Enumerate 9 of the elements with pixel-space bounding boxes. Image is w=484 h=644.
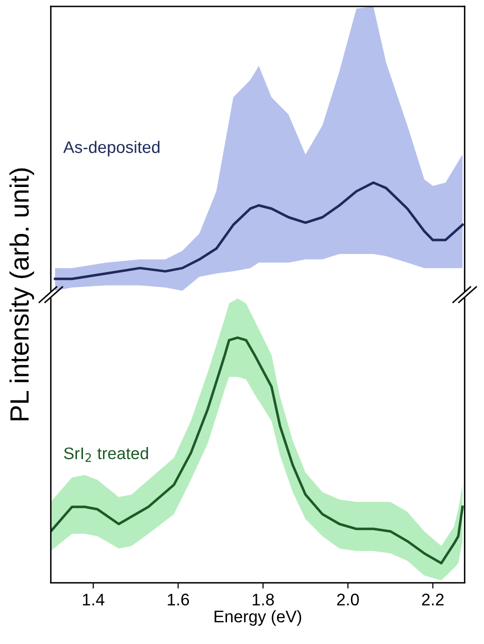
x-tick-label: 1.8 bbox=[252, 594, 274, 606]
x-tick-label: 2.2 bbox=[422, 594, 444, 606]
y-axis-title: PL intensity (arb. unit) bbox=[9, 168, 34, 420]
text: SrI$_{2}$ treated bbox=[64, 447, 148, 462]
x-tick-label: 1.6 bbox=[168, 594, 189, 606]
x-tick-label: 1.4 bbox=[82, 594, 104, 606]
x-tick-label: 2.0 bbox=[337, 594, 359, 606]
text: As-deposited bbox=[63, 140, 160, 156]
x-axis-title: Energy (eV) bbox=[214, 610, 302, 626]
